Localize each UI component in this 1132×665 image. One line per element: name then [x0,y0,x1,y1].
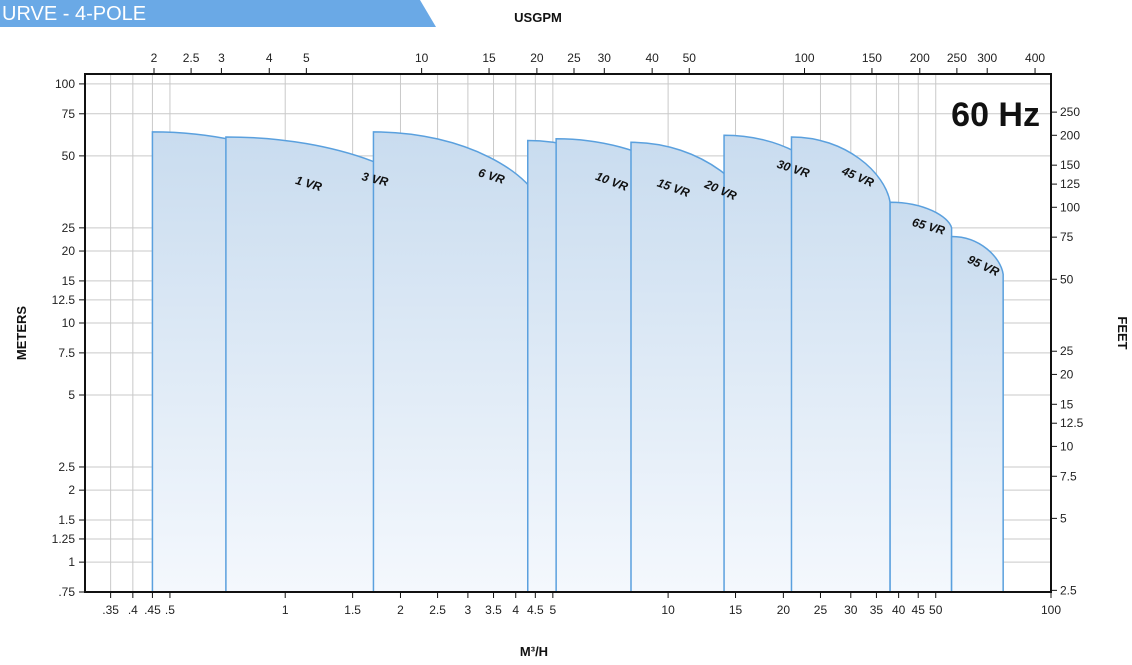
y2-tick-label: 75 [1060,230,1074,244]
y2-tick-label: 15 [1060,397,1074,411]
x2-tick-label: 15 [482,51,496,65]
x-tick-label: 10 [661,603,675,617]
x-tick-label: 45 [912,603,926,617]
x-tick-label: 3 [465,603,472,617]
x2-tick-label: 10 [415,51,429,65]
y-tick-label: 20 [62,244,76,258]
y2-tick-label: 25 [1060,344,1074,358]
x2-tick-label: 25 [567,51,581,65]
x2-tick-label: 5 [303,51,310,65]
y2-tick-label: 20 [1060,367,1074,381]
x-tick-label: .35 [102,603,119,617]
x-tick-label: 3.5 [485,603,502,617]
x-tick-label: .4 [128,603,138,617]
x-tick-label: .5 [165,603,175,617]
y-tick-label: 12.5 [52,293,76,307]
y2-tick-label: 100 [1060,200,1080,214]
y-tick-label: 1.5 [58,513,75,527]
x2-tick-label: 300 [977,51,997,65]
y2-tick-label: 50 [1060,272,1074,286]
y-tick-label: 5 [68,388,75,402]
x2-tick-label: 3 [218,51,225,65]
x-tick-label: 15 [729,603,743,617]
y-tick-label: 15 [62,274,76,288]
x2-tick-label: 150 [862,51,882,65]
x-tick-label: 4.5 [527,603,544,617]
pump-curve-area [952,237,1004,592]
y-tick-label: 100 [55,77,75,91]
y-tick-label: 7.5 [58,346,75,360]
x2-tick-label: 4 [266,51,273,65]
y2-tick-label: 2.5 [1060,583,1077,597]
y-axis-title: METERS [14,306,29,361]
y2-tick-label: 250 [1060,105,1080,119]
x2-tick-label: 250 [947,51,967,65]
title-banner: URVE - 4-POLE [0,0,436,27]
y-tick-label: 25 [62,221,76,235]
x2-tick-label: 20 [530,51,544,65]
pump-curve-area [890,202,951,592]
x-axis-title: M³/H [520,644,548,659]
x2-tick-label: 400 [1025,51,1045,65]
x-tick-label: 100 [1041,603,1061,617]
y2-tick-label: 150 [1060,158,1080,172]
x-tick-label: .45 [144,603,161,617]
x-tick-label: 35 [870,603,884,617]
pump-curve-area [373,132,542,592]
y2-tick-label: 125 [1060,177,1080,191]
x-tick-label: 5 [549,603,556,617]
y-tick-label: 1.25 [52,532,76,546]
x2-tick-label: 100 [795,51,815,65]
pump-curve-area [791,137,890,592]
y-tick-label: 50 [62,149,76,163]
x2-tick-label: 30 [598,51,612,65]
x-tick-label: 2.5 [429,603,446,617]
frequency-label: 60 Hz [951,96,1040,134]
y2-tick-label: 200 [1060,128,1080,142]
y-tick-label: 10 [62,316,76,330]
x2-tick-label: 200 [910,51,930,65]
y2-tick-label: 7.5 [1060,469,1077,483]
x-tick-label: 25 [814,603,828,617]
x-tick-label: 2 [397,603,404,617]
y2-tick-label: 12.5 [1060,416,1084,430]
x-tick-label: 20 [777,603,791,617]
y2-axis-title: FEET [1115,316,1130,349]
y2-tick-label: 5 [1060,511,1067,525]
y-tick-label: 75 [62,107,76,121]
y2-tick-label: 10 [1060,439,1074,453]
x-tick-label: 50 [929,603,943,617]
x-tick-label: 30 [844,603,858,617]
x-tick-label: 40 [892,603,906,617]
x-tick-label: 1 [282,603,289,617]
x2-tick-label: 2 [151,51,158,65]
x2-tick-label: 2.5 [183,51,200,65]
x2-tick-label: 40 [645,51,659,65]
y-tick-label: 2 [68,483,75,497]
x2-axis-title: USGPM [514,10,562,25]
pump-curves [152,132,1003,592]
x2-tick-label: 50 [683,51,697,65]
y-tick-label: .75 [58,585,75,599]
x-tick-label: 1.5 [344,603,361,617]
y-tick-label: 2.5 [58,460,75,474]
x-tick-label: 4 [512,603,519,617]
banner-title: URVE - 4-POLE [2,3,146,25]
y-tick-label: 1 [68,555,75,569]
